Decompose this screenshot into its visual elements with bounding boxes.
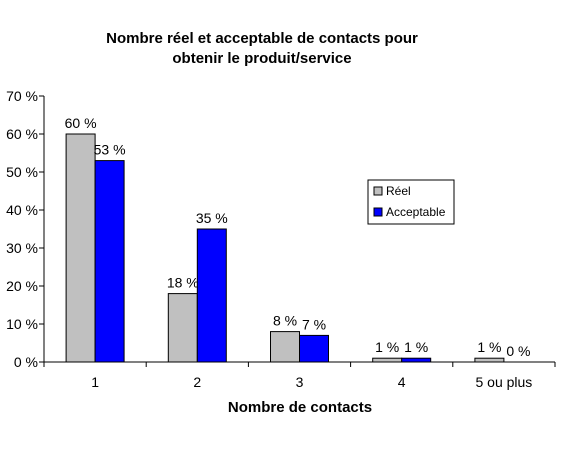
bar-réel-4	[372, 357, 403, 363]
bar-réel-3	[270, 331, 300, 363]
data-label: 8 %	[273, 313, 297, 329]
chart-title-line-1: Nombre réel et acceptable de contacts po…	[106, 30, 418, 47]
bar-réel-2	[167, 293, 198, 363]
data-label: 18 %	[167, 275, 199, 291]
legend: Réel Acceptable	[367, 179, 455, 225]
data-label: 0 %	[506, 343, 530, 359]
bar-acceptable-4	[401, 357, 432, 363]
x-tick-label: 2	[193, 374, 201, 390]
y-tick-label: 30 %	[6, 240, 38, 256]
bar-acceptable-2	[196, 228, 227, 363]
y-tick-label: 70 %	[6, 88, 38, 104]
x-tick-label: 1	[91, 374, 99, 390]
legend-label: Réel	[386, 184, 411, 198]
bar-réel-5	[474, 357, 505, 363]
y-tick-label: 60 %	[6, 126, 38, 142]
data-label: 1 %	[477, 339, 501, 355]
legend-swatch	[373, 186, 383, 196]
x-axis-title: Nombre de contacts	[228, 399, 372, 416]
data-label: 1 %	[375, 339, 399, 355]
x-tick-label: 5 ou plus	[475, 374, 532, 390]
data-label: 60 %	[65, 115, 97, 131]
legend-swatch	[373, 207, 383, 217]
y-tick-label: 10 %	[6, 316, 38, 332]
y-tick-label: 20 %	[6, 278, 38, 294]
y-tick-label: 40 %	[6, 202, 38, 218]
legend-label: Acceptable	[386, 205, 446, 219]
x-tick-label: 3	[296, 374, 304, 390]
data-label: 1 %	[404, 339, 428, 355]
bar-acceptable-1	[94, 160, 125, 363]
y-tick-label: 50 %	[6, 164, 38, 180]
x-tick-label: 4	[398, 374, 406, 390]
bar-acceptable-3	[299, 334, 329, 363]
data-label: 53 %	[94, 142, 126, 158]
bar-réel-1	[65, 133, 96, 363]
plot-area: 0 % 10 % 20 % 30 % 40 % 50 % 60 % 70 % 1 2 3 4 5 ou …	[6, 88, 556, 390]
chart-title-line-2: obtenir le produit/service	[172, 50, 351, 67]
data-label: 35 %	[196, 210, 228, 226]
data-label: 7 %	[302, 316, 326, 332]
y-tick-label: 0 %	[14, 354, 38, 370]
